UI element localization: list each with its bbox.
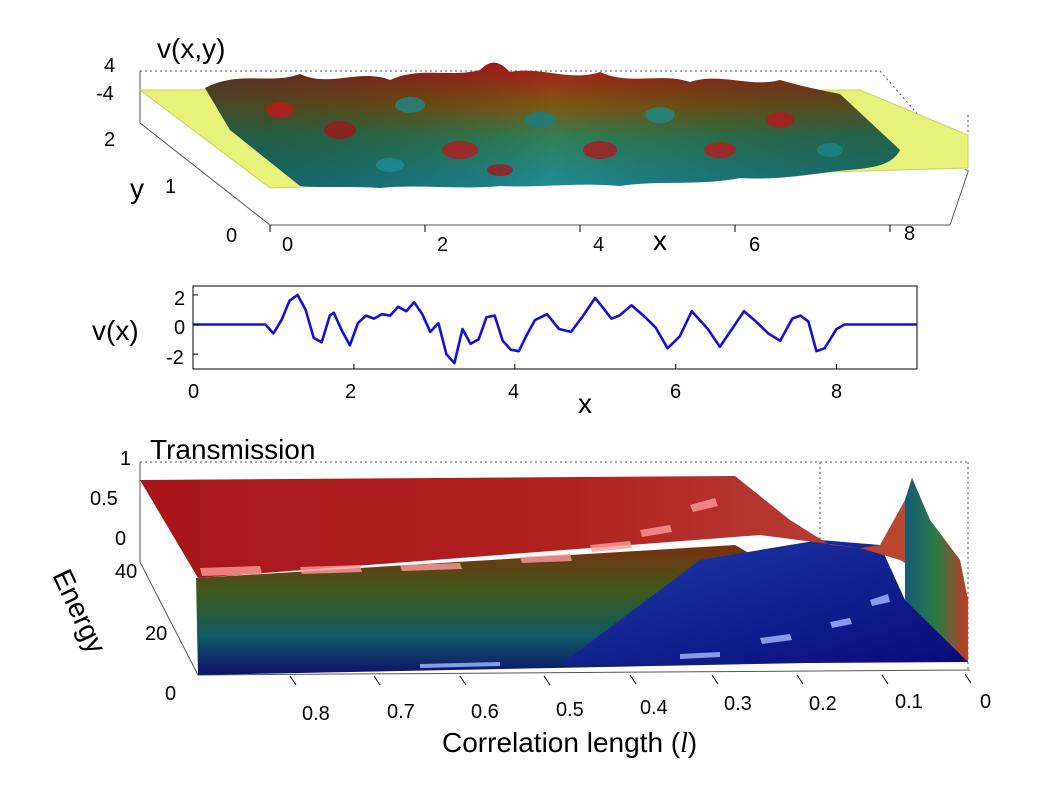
middle-x-tick-8: 8	[831, 381, 842, 403]
bottom-z-tick-1: 1	[120, 448, 131, 470]
bottom-panel: 0.8 0.7 0.6 0.5 0.4 0.3 0.2 0.1 0 0 20 4…	[47, 434, 992, 759]
middle-y-label: v(x)	[92, 315, 139, 346]
transmission-blue-highlights	[420, 594, 890, 668]
top-x-ticks	[269, 225, 891, 232]
top-y-tick-0: 0	[226, 225, 237, 247]
bottom-z-tick-0: 0	[115, 528, 126, 550]
top-x-tick-4: 4	[593, 234, 604, 256]
bottom-x-ticks	[289, 673, 972, 686]
transmission-right-wall	[905, 478, 968, 662]
bottom-y-tick-40: 40	[115, 561, 137, 583]
bottom-x-tick-0.1: 0.1	[895, 691, 923, 713]
middle-x-tick-4: 4	[508, 381, 519, 403]
bottom-x-tick-0.8: 0.8	[302, 703, 330, 725]
series-line-v	[193, 293, 917, 365]
top-z-tick-neg4: -4	[96, 83, 114, 105]
bottom-axes-box	[139, 461, 971, 676]
transmission-highlights	[200, 498, 718, 576]
top-x-label: x	[653, 225, 667, 256]
random-surface-bumps	[266, 97, 843, 176]
bottom-y-tick-0: 0	[165, 683, 176, 705]
bottom-y-label: Energy	[47, 564, 113, 658]
top-x-tick-8: 8	[904, 223, 915, 245]
bottom-x-tick-0.4: 0.4	[640, 697, 668, 719]
middle-y-tick-neg2: -2	[166, 347, 184, 369]
random-surface-shading	[205, 62, 900, 188]
top-y-label: y	[130, 173, 144, 204]
bottom-x-tick-0.7: 0.7	[387, 701, 415, 723]
middle-y-tick-0: 0	[174, 317, 185, 339]
top-y-tick-2: 2	[104, 129, 115, 151]
top-x-tick-2: 2	[437, 234, 448, 256]
bottom-y-tick-20: 20	[145, 623, 167, 645]
middle-x-tick-6: 6	[670, 381, 681, 403]
middle-x-tick-0: 0	[188, 381, 199, 403]
middle-axes-box	[192, 285, 918, 370]
top-y-tick-1: 1	[165, 176, 176, 198]
middle-y-ticks	[193, 294, 198, 355]
bottom-x-label-close: )	[688, 727, 697, 758]
bottom-z-tick-0.5: 0.5	[90, 488, 118, 510]
middle-x-tick-2: 2	[345, 381, 356, 403]
bottom-x-label-symbol: l	[680, 728, 688, 759]
bottom-x-tick-0.6: 0.6	[471, 701, 499, 723]
top-x-tick-0: 0	[282, 234, 293, 256]
middle-x-ticks	[192, 364, 838, 369]
bottom-x-label: Correlation length (l)	[442, 727, 697, 759]
middle-y-tick-2: 2	[174, 288, 185, 310]
middle-panel: 0 2 4 6 8 2 0 -2 v(x) x	[92, 285, 918, 419]
top-x-tick-6: 6	[749, 234, 760, 256]
top-z-label: v(x,y)	[157, 33, 225, 64]
bottom-x-label-text: Correlation length (	[442, 727, 681, 758]
top-z-tick-4: 4	[104, 55, 115, 77]
bottom-x-tick-0.3: 0.3	[724, 693, 752, 715]
bottom-x-tick-0.5: 0.5	[556, 699, 584, 721]
top-panel: 0 2 4 6 8 0 1 2 4 -4 v(x,y) y x	[96, 33, 969, 256]
bottom-z-label: Transmission	[150, 434, 315, 465]
bottom-x-tick-0: 0	[980, 691, 991, 713]
middle-x-label: x	[578, 388, 592, 419]
transmission-blue-region	[560, 540, 968, 665]
transmission-top-face	[140, 476, 968, 600]
bottom-x-tick-0.2: 0.2	[809, 693, 837, 715]
